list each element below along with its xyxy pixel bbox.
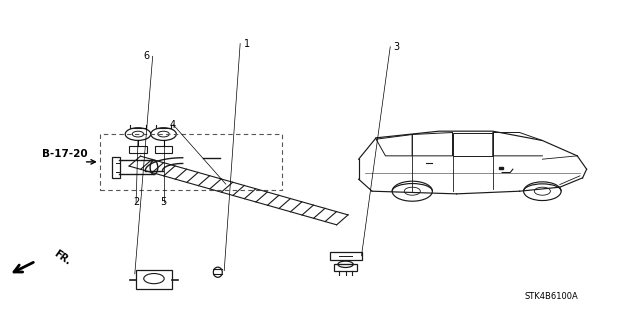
Bar	[136, 270, 172, 289]
Bar	[334, 264, 357, 271]
Text: 3: 3	[394, 42, 400, 52]
Text: FR.: FR.	[52, 249, 72, 267]
Bar	[155, 146, 173, 152]
Bar	[499, 167, 504, 169]
Text: STK4B6100A: STK4B6100A	[524, 292, 578, 300]
Text: 6: 6	[143, 51, 149, 61]
Text: 5: 5	[161, 197, 166, 207]
Text: 4: 4	[170, 120, 176, 130]
Text: 1: 1	[243, 39, 250, 48]
Bar	[129, 146, 147, 152]
Bar	[100, 134, 282, 190]
Text: B-17-20: B-17-20	[42, 149, 88, 159]
Bar	[113, 157, 120, 178]
Text: 2: 2	[133, 197, 140, 207]
